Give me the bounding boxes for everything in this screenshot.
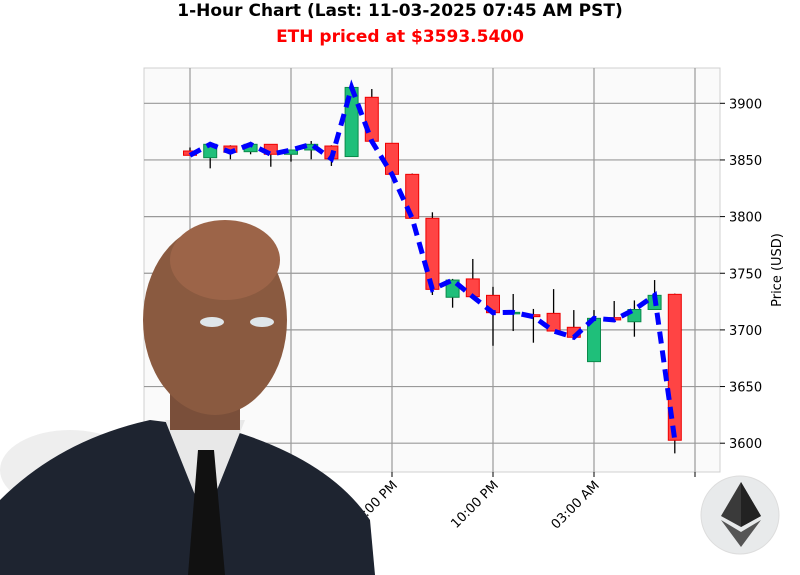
candle xyxy=(385,142,399,175)
x-tick-label: 03:00 AM xyxy=(549,478,603,532)
candle-body xyxy=(364,96,379,142)
x-tick-label: 10:00 PM xyxy=(448,478,501,531)
candle-body xyxy=(667,293,682,441)
close-price-line xyxy=(188,79,678,441)
y-tick-label: 3800 xyxy=(729,211,762,226)
ethereum-logo xyxy=(700,475,780,555)
candle xyxy=(425,212,440,296)
y-tick-label: 3850 xyxy=(729,154,762,169)
y-tick-label: 3900 xyxy=(729,97,762,112)
price-subtitle: ETH priced at $3593.5400 xyxy=(276,27,524,47)
y-tick-label: 3750 xyxy=(729,267,762,282)
candles xyxy=(183,86,682,454)
y-tick-label: 3600 xyxy=(729,437,762,452)
y-axis-label: Price (USD) xyxy=(770,233,785,307)
chart-title: 1-Hour Chart (Last: 11-03-2025 07:45 AM … xyxy=(177,1,623,21)
y-tick-label: 3700 xyxy=(729,324,762,339)
y-tick-label: 3650 xyxy=(729,381,762,396)
candle-body xyxy=(425,217,440,290)
y-axis: 3600 3650 3700 3750 3800 3850 3900 xyxy=(720,97,762,452)
candle xyxy=(364,89,379,142)
man-portrait-image xyxy=(0,220,375,575)
candle xyxy=(546,289,561,332)
candle-body xyxy=(385,142,399,175)
candle-body xyxy=(546,312,561,332)
